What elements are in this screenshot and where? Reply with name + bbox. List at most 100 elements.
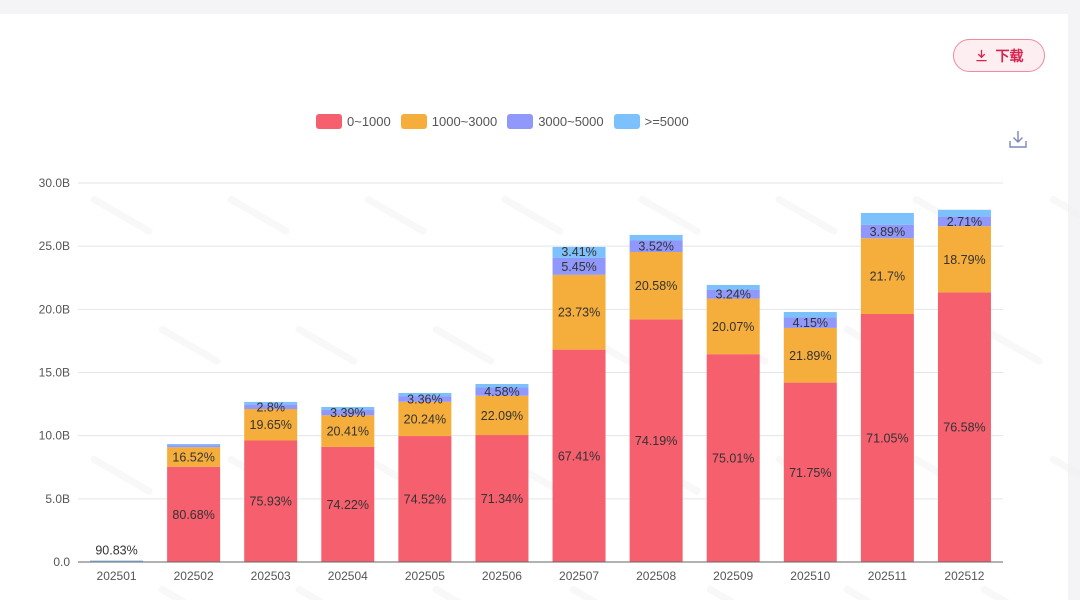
- data-label: 21.89%: [789, 349, 831, 363]
- watermark-mark: [295, 585, 358, 600]
- bar-segment-202510-0[interactable]: [783, 382, 837, 562]
- bar-segment-202503-0[interactable]: [244, 440, 298, 562]
- bar-segment-202512-0[interactable]: [937, 292, 991, 562]
- bar-segment-202512-1[interactable]: [937, 226, 991, 293]
- bar-segment-202505-3[interactable]: [398, 392, 452, 397]
- save-as-image-icon[interactable]: [1008, 129, 1028, 149]
- watermark-mark: [775, 195, 838, 235]
- bar-segment-202504-0[interactable]: [321, 446, 375, 562]
- bar-segment-202507-0[interactable]: [552, 349, 606, 562]
- bar-segment-202509-0[interactable]: [706, 354, 760, 562]
- bar-segment-202509-2[interactable]: [706, 289, 760, 299]
- data-label: 2.71%: [947, 215, 982, 229]
- data-label: 20.24%: [404, 412, 446, 426]
- x-tick-label: 202505: [405, 569, 445, 583]
- legend-swatch: [316, 114, 342, 129]
- data-label: 80.68%: [172, 508, 214, 522]
- data-label: 67.41%: [558, 449, 600, 463]
- bar-segment-202503-3[interactable]: [244, 401, 298, 405]
- watermark-mark: [158, 585, 221, 600]
- bar-segment-202504-2[interactable]: [321, 410, 375, 416]
- bar-segment-202508-1[interactable]: [629, 251, 683, 320]
- watermark-mark: [364, 195, 427, 235]
- watermark-mark: [569, 585, 632, 600]
- data-label: 4.15%: [793, 316, 828, 330]
- legend-swatch: [613, 114, 640, 129]
- bar-segment-202508-2[interactable]: [629, 240, 683, 252]
- bar-segment-202504-1[interactable]: [321, 415, 375, 447]
- bar-segment-202505-1[interactable]: [398, 401, 452, 437]
- bar-segment-202506-0[interactable]: [475, 435, 529, 562]
- bar-segment-202507-2[interactable]: [552, 257, 606, 275]
- watermark-mark: [90, 195, 153, 235]
- chart-legend: 0~1000 1000~3000 3000~5000 >=5000: [316, 114, 689, 129]
- x-tick-label: 202506: [482, 569, 522, 583]
- bar-segment-202511-2[interactable]: [860, 224, 914, 239]
- data-label: 3.39%: [330, 406, 365, 420]
- bar-segment-202505-2[interactable]: [398, 396, 452, 402]
- watermark-mark: [980, 585, 1043, 600]
- y-tick-label: 10.0B: [39, 429, 70, 443]
- data-label: 3.36%: [407, 392, 442, 406]
- data-label: 16.52%: [172, 451, 214, 465]
- x-tick-label: 202508: [636, 569, 676, 583]
- legend-item-2[interactable]: 3000~5000: [507, 114, 604, 129]
- data-label: 76.58%: [943, 421, 985, 435]
- x-tick-label: 202511: [868, 569, 907, 583]
- bar-segment-202512-3[interactable]: [937, 209, 991, 217]
- data-label: 3.24%: [715, 288, 750, 302]
- bar-segment-202502-1[interactable]: [167, 447, 221, 467]
- legend-item-1[interactable]: 1000~3000: [400, 114, 497, 129]
- bar-segment-202504-3[interactable]: [321, 406, 375, 411]
- legend-label: 0~1000: [347, 114, 391, 129]
- bar-segment-202512-2[interactable]: [937, 216, 991, 227]
- download-label: 下载: [995, 47, 1024, 64]
- bar-segment-202503-2[interactable]: [244, 404, 298, 410]
- watermark-mark: [980, 325, 1043, 365]
- bar-segment-202502-0[interactable]: [167, 466, 221, 562]
- bar-segment-202505-0[interactable]: [398, 436, 452, 562]
- bar-segment-202511-1[interactable]: [860, 238, 914, 315]
- bar-segment-202509-1[interactable]: [706, 298, 760, 355]
- x-tick-label: 202501: [97, 569, 137, 583]
- data-label: 19.65%: [250, 418, 292, 432]
- data-label: 74.19%: [635, 434, 677, 448]
- bar-segment-202510-3[interactable]: [783, 311, 837, 318]
- y-tick-label: 30.0B: [39, 176, 70, 190]
- bar-segment-202511-3[interactable]: [860, 212, 914, 225]
- x-tick-label: 202509: [713, 569, 753, 583]
- legend-item-0[interactable]: 0~1000: [316, 114, 391, 129]
- bar-segment-202506-1[interactable]: [475, 395, 529, 436]
- bar-segment-202506-2[interactable]: [475, 387, 529, 396]
- bar-segment-202509-3[interactable]: [706, 284, 760, 290]
- bar-segment-202508-0[interactable]: [629, 319, 683, 562]
- watermark-mark: [843, 585, 906, 600]
- data-label: 22.09%: [481, 409, 523, 423]
- y-tick-label: 5.0B: [45, 492, 70, 506]
- x-tick-label: 202507: [559, 569, 599, 583]
- data-label: 75.01%: [712, 452, 754, 466]
- bar-segment-202510-2[interactable]: [783, 317, 837, 328]
- watermark-mark: [90, 455, 153, 495]
- bar-segment-202508-3[interactable]: [629, 234, 683, 241]
- bar-segment-202507-1[interactable]: [552, 274, 606, 350]
- data-label: 3.89%: [870, 225, 905, 239]
- x-tick-label: 202512: [944, 569, 984, 583]
- x-tick-label: 202504: [328, 569, 368, 583]
- legend-swatch: [400, 114, 427, 129]
- bar-segment-202511-0[interactable]: [860, 314, 914, 562]
- bar-segment-202502-3[interactable]: [167, 444, 221, 446]
- bar-segment-202503-1[interactable]: [244, 409, 298, 441]
- watermark-mark: [1049, 455, 1080, 495]
- data-label: 2.8%: [256, 400, 285, 414]
- bar-segment-202506-3[interactable]: [475, 383, 529, 388]
- bar-segment-202507-3[interactable]: [552, 246, 606, 258]
- watermark-mark: [158, 325, 221, 365]
- bar-segment-202510-1[interactable]: [783, 327, 837, 383]
- y-tick-label: 25.0B: [39, 239, 70, 253]
- legend-item-3[interactable]: >=5000: [613, 114, 689, 129]
- download-button[interactable]: 下载: [953, 39, 1045, 72]
- bar-segment-202502-2[interactable]: [167, 445, 221, 448]
- y-tick-label: 20.0B: [39, 302, 70, 316]
- bar-segment-202501-3[interactable]: [90, 560, 144, 562]
